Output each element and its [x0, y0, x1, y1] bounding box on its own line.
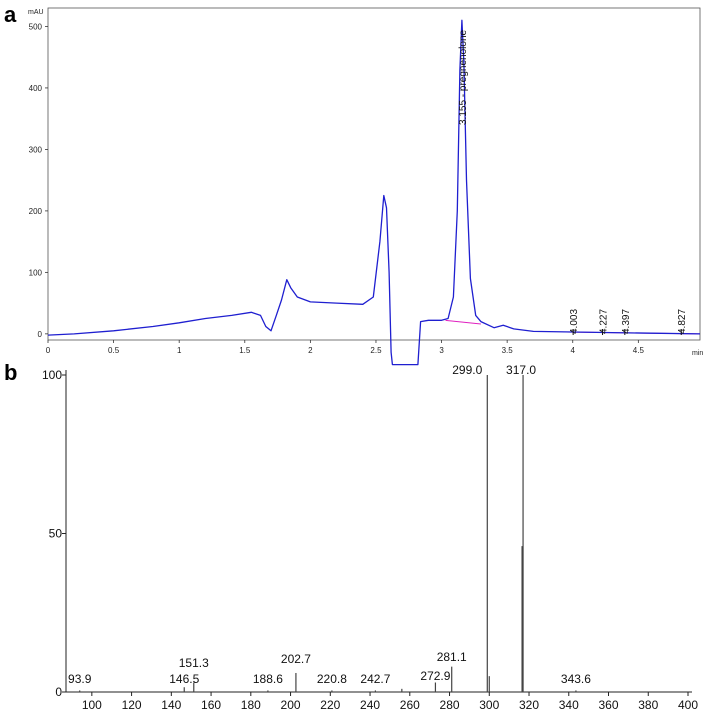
x-tick-label-b: 160 — [201, 698, 221, 712]
peak-label-mz: 272.9 — [420, 669, 450, 683]
integration-baseline — [445, 319, 481, 325]
x-tick-label-b: 200 — [281, 698, 301, 712]
x-tick-label-b: 340 — [559, 698, 579, 712]
peak-label-mz: 343.6 — [561, 672, 591, 686]
peak-label-mz: 220.8 — [317, 672, 347, 686]
x-tick-label-b: 220 — [320, 698, 340, 712]
x-tick-label-a: 0.5 — [108, 346, 120, 355]
x-tick-label-b: 280 — [440, 698, 460, 712]
plot-frame-a — [47, 7, 701, 341]
y-tick-label-b: 0 — [55, 685, 62, 699]
peak-label-mz: 188.6 — [253, 672, 283, 686]
peak-label: 4.397 — [621, 309, 632, 334]
x-tick-label-a: 1 — [177, 346, 182, 355]
x-tick-label-a: 2.5 — [370, 346, 382, 355]
peak-label-main: 3.155 - pregnenolone — [458, 29, 469, 125]
x-tick-label-b: 260 — [400, 698, 420, 712]
x-tick-label-b: 380 — [638, 698, 658, 712]
x-tick-label-b: 400 — [678, 698, 698, 712]
panel-letter-a: a — [4, 2, 17, 27]
x-tick-label-a: 0 — [46, 346, 51, 355]
x-tick-label-a: 1.5 — [239, 346, 251, 355]
x-tick-label-a: 3.5 — [502, 346, 514, 355]
y-tick-label-a: 500 — [29, 22, 43, 31]
x-tick-label-b: 140 — [161, 698, 181, 712]
peak-label: 4.003 — [569, 309, 580, 334]
x-tick-label-a: 4 — [571, 346, 576, 355]
y-tick-label-b: 50 — [49, 527, 63, 541]
peak-label: 4.827 — [677, 309, 688, 334]
y-tick-label-a: 100 — [29, 268, 43, 277]
y-tick-label-a: 0 — [38, 330, 43, 339]
x-tick-label-a: 2 — [308, 346, 313, 355]
peak-label: 4.227 — [599, 309, 610, 334]
x-tick-label-b: 180 — [241, 698, 261, 712]
chromatogram-trace — [47, 19, 701, 366]
y-tick-label-b: 100 — [42, 368, 62, 382]
x-tick-label-b: 320 — [519, 698, 539, 712]
peak-label-mz: 93.9 — [68, 672, 92, 686]
x-tick-label-b: 300 — [479, 698, 499, 712]
panel-letter-b: b — [4, 360, 17, 385]
peak-label-mz: 281.1 — [437, 650, 467, 664]
peak-label-mz: 151.3 — [179, 656, 209, 670]
peak-label-mz: 202.7 — [281, 652, 311, 666]
x-tick-label-b: 360 — [598, 698, 618, 712]
peak-label-mz: 242.7 — [360, 672, 390, 686]
mass-spectrum-chart: 100 120 140 160 180 200 220 240 260 280 300 320 340 3… — [42, 363, 698, 712]
x-tick-label-b: 240 — [360, 698, 380, 712]
peak-label-mz: 299.0 — [452, 363, 482, 377]
x-tick-label-a: 3 — [439, 346, 444, 355]
x-tick-label-b: 100 — [82, 698, 102, 712]
x-tick-label-b: 120 — [122, 698, 142, 712]
x-tick-label-a: 4.5 — [633, 346, 645, 355]
y-tick-label-a: 200 — [29, 207, 43, 216]
peak-label-mz: 146.5 — [169, 672, 199, 686]
y-axis-label-mau: mAU — [28, 9, 44, 16]
y-tick-label-a: 400 — [29, 84, 43, 93]
y-tick-label-a: 300 — [29, 145, 43, 154]
chromatogram-chart: mAU min 0 0.5 1 1.5 2 2.5 3 3.5 4 4.5 0 100 200 300 40… — [28, 7, 703, 366]
x-axis-label-min: min — [692, 350, 703, 357]
peak-label-mz: 317.0 — [506, 363, 536, 377]
